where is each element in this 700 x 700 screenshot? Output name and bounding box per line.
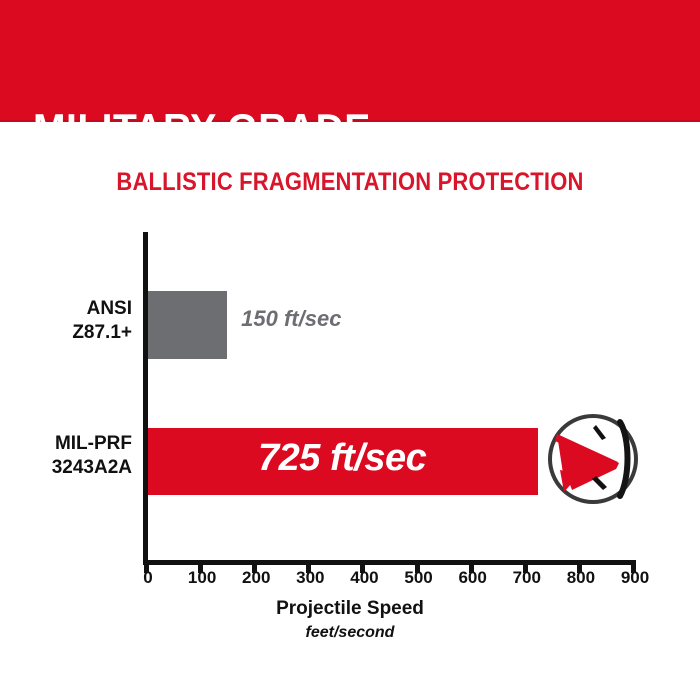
x-axis-tick-label: 600: [458, 568, 487, 587]
banner-headline-line2: IMPACT PROTECTION: [33, 240, 455, 287]
category-label-ansi: ANSI Z87.1+: [72, 298, 132, 343]
x-axis-tick-label: 900: [620, 568, 650, 587]
x-axis-tick-label: 300: [296, 568, 325, 587]
x-axis-tick-label: 700: [512, 568, 541, 587]
x-axis-tick: [414, 565, 420, 573]
x-axis-caption: Projectile Speed: [276, 598, 424, 619]
ricochet-deflection-icon: [546, 412, 640, 506]
x-axis-caption-units: feet/second: [305, 624, 395, 641]
x-axis-tick: [468, 565, 474, 573]
bar-value-ansi: 150 ft/sec: [241, 306, 342, 331]
x-axis-tick-label: 800: [566, 568, 596, 587]
x-axis-tick-label: 400: [350, 568, 379, 587]
x-axis-tick-label: 0: [143, 568, 153, 587]
y-axis-line: [143, 232, 148, 564]
x-axis-tick: [252, 565, 258, 573]
x-axis-tick: [144, 565, 149, 573]
x-axis-tick: [360, 565, 366, 573]
x-axis-tick: [631, 565, 636, 573]
x-axis-tick-label: 500: [404, 568, 433, 587]
x-axis-tick: [306, 565, 312, 573]
x-axis-tick-label: 100: [187, 568, 217, 587]
chart-title: BALLISTIC FRAGMENTATION PROTECTION: [116, 168, 584, 196]
x-axis-tick: [198, 565, 204, 573]
x-axis-tick-label: 200: [242, 568, 271, 587]
bar-value-milprf: 725 ft/sec: [258, 437, 427, 479]
category-label-milprf: MIL-PRF 3243A2A: [51, 433, 132, 478]
bar-milprf: [146, 428, 539, 495]
banner-headline-line1: MILITARY GRADE: [33, 105, 371, 152]
bar-ansi: [146, 291, 228, 359]
header-banner: MILITARY GRADE IMPACT PROTECTION: [0, 0, 700, 286]
banner-headline: MILITARY GRADE IMPACT PROTECTION: [33, 16, 455, 376]
x-axis-tick: [576, 565, 582, 573]
x-axis-line: [143, 560, 636, 565]
x-axis-tick: [522, 565, 528, 573]
